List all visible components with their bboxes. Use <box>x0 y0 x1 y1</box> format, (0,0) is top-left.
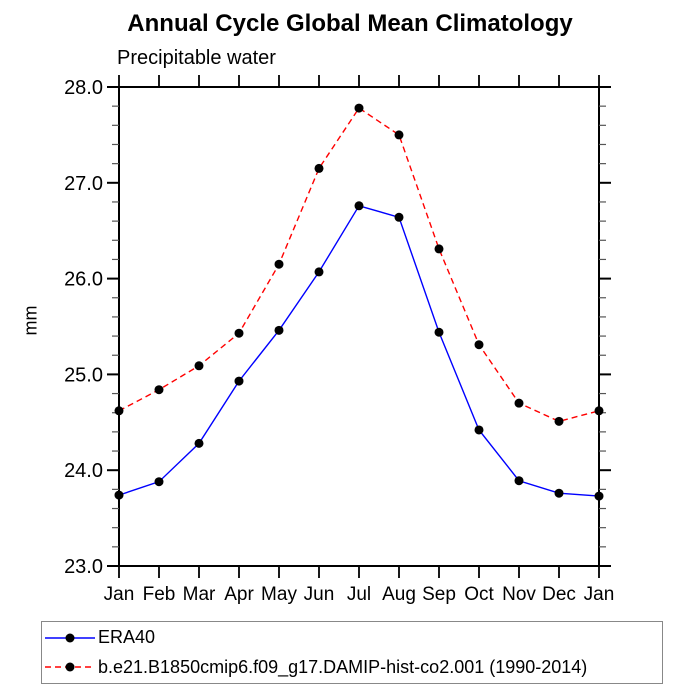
data-point <box>314 163 324 173</box>
data-point <box>594 406 604 416</box>
x-tick-label: Feb <box>143 584 176 605</box>
legend-marker-icon <box>65 662 75 672</box>
data-point <box>114 490 124 500</box>
plot-frame <box>118 86 600 567</box>
x-tick-label: Apr <box>224 584 254 605</box>
y-tick-label: 27.0 <box>64 173 103 195</box>
x-tick-label: Jun <box>304 584 335 605</box>
series-line-era40 <box>118 204 600 497</box>
chart-subtitle: Precipitable water <box>117 47 276 69</box>
legend-line-sample <box>45 662 95 672</box>
data-point <box>234 328 244 338</box>
data-point <box>154 477 164 487</box>
data-point <box>314 267 324 277</box>
data-point <box>554 488 564 498</box>
x-tick-label: Mar <box>183 584 216 605</box>
data-point <box>594 491 604 501</box>
series-line-b-e21-b1850cmip6-f09-g17-damip <box>118 107 600 423</box>
x-tick-label: Jan <box>584 584 615 605</box>
x-tick-label: Dec <box>542 584 576 605</box>
y-tick-label: 23.0 <box>64 556 103 578</box>
data-point <box>554 416 564 426</box>
data-point <box>394 212 404 222</box>
data-point <box>234 376 244 386</box>
data-point <box>274 259 284 269</box>
data-point <box>194 438 204 448</box>
legend-label: ERA40 <box>98 627 156 648</box>
x-tick-label: May <box>261 584 297 605</box>
y-tick-label: 25.0 <box>64 364 103 386</box>
data-point <box>354 201 364 211</box>
chart-title: Annual Cycle Global Mean Climatology <box>127 10 573 37</box>
data-point <box>154 385 164 395</box>
legend-item: b.e21.B1850cmip6.f09_g17.DAMIP-hist-co2.… <box>42 653 662 681</box>
legend-item: ERA40 <box>42 624 662 652</box>
y-tick-label: 24.0 <box>64 460 103 482</box>
data-point <box>194 361 204 371</box>
data-point <box>474 340 484 350</box>
legend-line-sample <box>45 633 95 643</box>
data-point <box>434 327 444 337</box>
data-point <box>274 325 284 335</box>
legend: ERA40 b.e21.B1850cmip6.f09_g17.DAMIP-hist… <box>41 621 663 684</box>
legend-marker-icon <box>65 633 75 643</box>
data-point <box>434 244 444 254</box>
data-point <box>474 425 484 435</box>
x-tick-label: Aug <box>382 584 416 605</box>
x-tick-label: Oct <box>464 584 494 605</box>
data-point <box>514 476 524 486</box>
y-tick-label: 28.0 <box>64 77 103 99</box>
x-tick-label: Jan <box>104 584 135 605</box>
data-point <box>514 398 524 408</box>
data-point <box>114 406 124 416</box>
y-tick-label: 26.0 <box>64 269 103 291</box>
legend-label: b.e21.B1850cmip6.f09_g17.DAMIP-hist-co2.… <box>98 656 588 677</box>
data-point <box>354 103 364 113</box>
data-point <box>394 130 404 140</box>
x-tick-label: Nov <box>502 584 536 605</box>
x-tick-label: Jul <box>347 584 371 605</box>
x-tick-label: Sep <box>422 584 456 605</box>
